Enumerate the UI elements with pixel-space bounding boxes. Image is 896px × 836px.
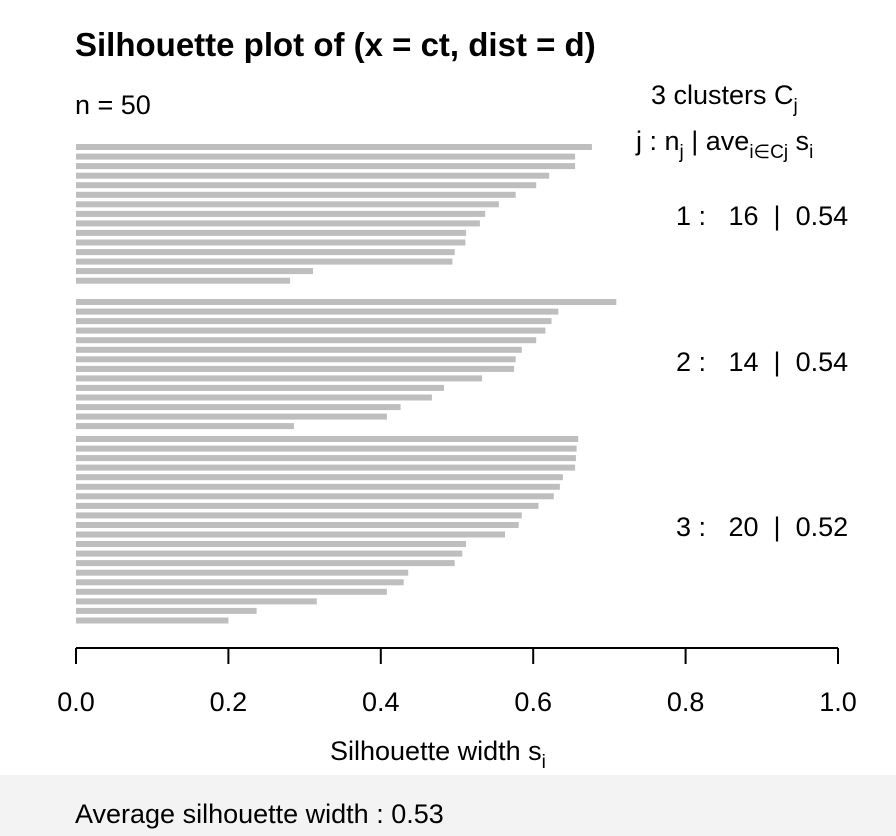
silhouette-bar-c3-2 xyxy=(76,445,577,452)
silhouette-bar-c3-17 xyxy=(76,588,387,595)
silhouette-bar-c2-14 xyxy=(76,423,294,430)
legend-col-j: j : n xyxy=(636,126,680,156)
silhouette-bar-c1-3 xyxy=(76,163,576,170)
cluster-1-stat: 1 : 16 | 0.54 xyxy=(676,201,849,231)
x-tick-label-2: 0.4 xyxy=(362,687,400,717)
chart-title: Silhouette plot of (x = ct, dist = d) xyxy=(75,26,596,63)
legend-clusters-header: 3 clusters Cj xyxy=(651,80,798,117)
legend-col-ave-sub: i∈Cj xyxy=(749,142,789,163)
silhouette-bar-c1-5 xyxy=(76,182,537,189)
silhouette-bar-c3-8 xyxy=(76,502,539,509)
n-label: n = 50 xyxy=(75,90,151,120)
silhouette-bar-c3-9 xyxy=(76,512,522,519)
silhouette-bar-c2-12 xyxy=(76,404,401,411)
legend-clusters-text: 3 clusters C xyxy=(651,80,794,110)
silhouette-bar-c3-11 xyxy=(76,531,505,538)
silhouette-bar-c2-4 xyxy=(76,327,546,334)
silhouette-bar-c1-2 xyxy=(76,153,576,160)
silhouette-bar-c3-20 xyxy=(76,617,229,624)
silhouette-bar-c2-5 xyxy=(76,337,537,344)
silhouette-bar-c3-4 xyxy=(76,464,576,471)
legend-col-sep: | ave xyxy=(683,126,750,156)
silhouette-bar-c1-6 xyxy=(76,191,516,198)
silhouette-bar-c2-10 xyxy=(76,384,444,391)
silhouette-bar-c3-6 xyxy=(76,483,560,490)
x-tick-label-5: 1.0 xyxy=(819,687,857,717)
silhouette-bar-c3-14 xyxy=(76,560,455,567)
x-axis: 0.0 0.2 0.4 0.6 0.8 1.0 xyxy=(57,647,857,717)
x-axis-label-text: Silhouette width s xyxy=(330,736,542,766)
silhouette-bar-c2-13 xyxy=(76,413,387,420)
silhouette-bar-c2-8 xyxy=(76,365,515,372)
silhouette-bar-c1-15 xyxy=(76,277,291,284)
legend-col-s-sub: i xyxy=(809,142,814,163)
silhouette-bar-c1-10 xyxy=(76,229,467,236)
silhouette-bar-c1-8 xyxy=(76,210,486,217)
silhouette-bar-c3-10 xyxy=(76,522,519,528)
silhouette-bar-c1-9 xyxy=(76,220,480,227)
silhouette-bar-c1-12 xyxy=(76,249,455,256)
silhouette-bar-c2-3 xyxy=(76,318,552,325)
legend-clusters-sub: j xyxy=(793,96,798,117)
legend-columns-header: j : nj | avei∈Cj si xyxy=(636,126,813,163)
silhouette-bar-c3-12 xyxy=(76,541,467,547)
silhouette-bar-c1-14 xyxy=(76,268,313,275)
silhouette-bar-c2-1 xyxy=(76,299,617,305)
silhouette-bar-c3-1 xyxy=(76,436,579,442)
silhouette-bar-c3-16 xyxy=(76,579,404,586)
cluster-2-stat: 2 : 14 | 0.54 xyxy=(676,347,849,377)
silhouette-bar-c2-9 xyxy=(76,375,483,382)
silhouette-bar-c1-11 xyxy=(76,239,466,246)
cluster-3-stat: 3 : 20 | 0.52 xyxy=(676,512,849,542)
silhouette-bar-c3-15 xyxy=(76,569,409,576)
silhouette-bar-c2-7 xyxy=(76,356,516,363)
x-tick-label-1: 0.2 xyxy=(210,687,248,717)
silhouette-bar-c2-6 xyxy=(76,346,522,353)
x-tick-label-3: 0.6 xyxy=(514,687,552,717)
legend-col-s: s xyxy=(788,126,810,156)
x-tick-label-4: 0.8 xyxy=(667,687,705,717)
silhouette-bar-c3-13 xyxy=(76,550,463,557)
average-silhouette-width: Average silhouette width : 0.53 xyxy=(75,799,444,829)
silhouette-bar-c3-19 xyxy=(76,607,257,614)
silhouette-bar-c3-7 xyxy=(76,493,554,500)
silhouette-bar-c1-7 xyxy=(76,201,499,208)
legend-col-j-sub: j xyxy=(679,142,684,163)
silhouette-bar-c1-4 xyxy=(76,172,550,179)
silhouette-bar-c3-3 xyxy=(76,455,576,462)
silhouette-bar-c3-5 xyxy=(76,474,563,481)
x-tick-label-0: 0.0 xyxy=(57,687,95,717)
silhouette-bar-c1-1 xyxy=(76,144,592,150)
x-axis-label: Silhouette width si xyxy=(330,736,546,773)
bottom-band xyxy=(0,775,896,836)
bars-group xyxy=(76,144,617,624)
silhouette-bar-c2-11 xyxy=(76,394,432,401)
silhouette-bar-c3-18 xyxy=(76,598,317,605)
silhouette-bar-c2-2 xyxy=(76,308,559,315)
silhouette-bar-c1-13 xyxy=(76,258,453,265)
x-axis-label-sub: i xyxy=(541,752,546,773)
